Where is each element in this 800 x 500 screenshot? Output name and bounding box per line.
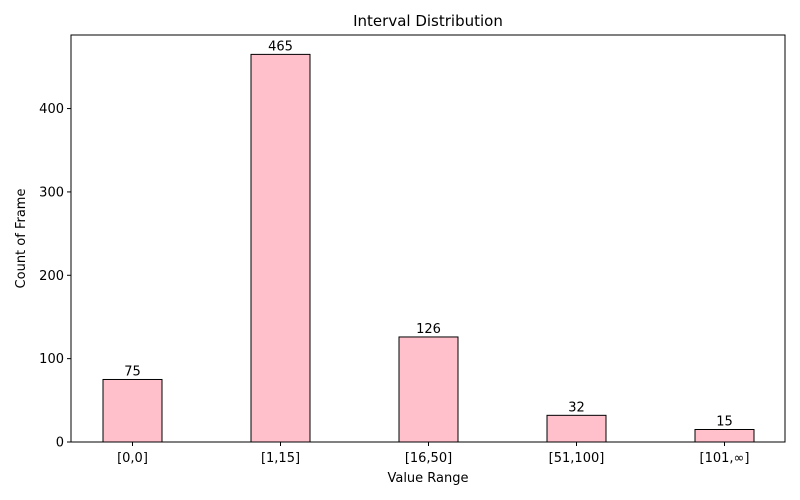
x-tick-label-4: [101,∞] — [700, 451, 750, 466]
y-tick-label-4: 400 — [39, 102, 64, 117]
x-tick-label-3: [51,100] — [549, 451, 605, 466]
x-axis: [0,0] [1,15] [16,50] [51,100] [101,∞] — [117, 442, 749, 466]
y-tick-label-2: 200 — [39, 269, 64, 284]
plot-frame — [70, 34, 786, 443]
data-label-2: 126 — [416, 322, 441, 337]
bar-2 — [398, 336, 459, 443]
x-tick-label-0: [0,0] — [117, 451, 148, 466]
y-axis-title: Count of Frame — [14, 189, 29, 289]
chart-title: Interval Distribution — [353, 12, 503, 30]
y-tick-label-1: 100 — [39, 352, 64, 367]
data-label-0: 75 — [124, 364, 141, 379]
y-tick-label-3: 300 — [39, 185, 64, 200]
x-axis-title: Value Range — [387, 471, 468, 486]
data-label-1: 465 — [268, 39, 293, 54]
bar-0 — [102, 378, 163, 443]
bar-3 — [546, 414, 607, 443]
y-axis: 0 100 200 300 400 — [39, 102, 71, 451]
bars-group: 75 465 126 32 15 — [102, 39, 755, 443]
x-tick-label-1: [1,15] — [261, 451, 300, 466]
x-tick-label-2: [16,50] — [405, 451, 452, 466]
bar-4 — [694, 428, 755, 443]
data-label-3: 32 — [568, 400, 585, 415]
y-tick-label-0: 0 — [56, 436, 64, 451]
data-label-4: 15 — [716, 414, 733, 429]
bar-1 — [250, 53, 311, 443]
